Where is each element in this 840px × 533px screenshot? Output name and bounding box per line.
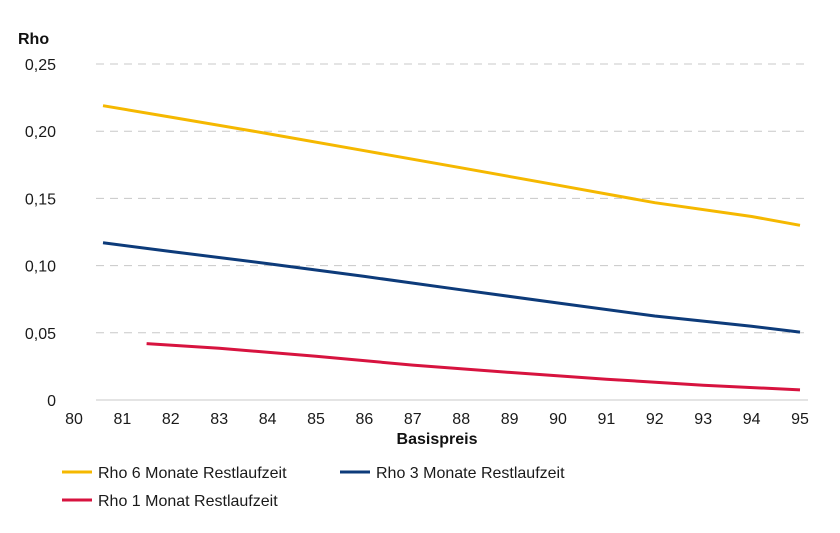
x-tick-label: 85 [307,411,325,428]
x-tick-label: 80 [65,411,83,428]
y-axis-title: Rho [18,31,49,48]
legend-item: Rho 6 Monate Restlaufzeit [62,465,287,482]
x-tick-label: 90 [549,411,567,428]
x-tick-label: 95 [791,411,809,428]
y-tick-label: 0,15 [25,191,56,208]
x-tick-label: 94 [743,411,761,428]
series-line-1 [102,104,801,227]
x-tick-label: 84 [259,411,277,428]
x-tick-label: 82 [162,411,180,428]
y-tick-label: 0,10 [25,259,56,276]
x-tick-label: 92 [646,411,664,428]
y-tick-label: 0 [47,393,56,410]
y-axis-tick-labels: 0 0,05 0,10 0,15 0,20 0,25 [25,57,56,410]
legend-label: Rho 3 Monate Restlaufzeit [376,465,565,482]
x-axis-title: Basispreis [397,431,478,448]
legend: Rho 6 Monate Restlaufzeit Rho 3 Monate Re… [62,465,565,510]
x-tick-label: 86 [356,411,374,428]
x-tick-label: 88 [452,411,470,428]
series-line-2 [102,241,801,334]
x-tick-label: 83 [210,411,228,428]
x-axis-tick-labels: 80 81 82 83 84 85 86 87 88 89 90 91 92 93 94 95 [65,411,809,428]
x-tick-label: 91 [598,411,616,428]
x-tick-label: 81 [114,411,132,428]
legend-label: Rho 1 Monat Restlaufzeit [98,493,278,510]
x-tick-label: 89 [501,411,519,428]
legend-label: Rho 6 Monate Restlaufzeit [98,465,287,482]
legend-item: Rho 3 Monate Restlaufzeit [340,465,565,482]
y-tick-label: 0,25 [25,57,56,74]
series-line-3 [146,342,801,392]
y-tick-label: 0,05 [25,326,56,343]
x-tick-label: 93 [694,411,712,428]
x-tick-label: 87 [404,411,422,428]
legend-item: Rho 1 Monat Restlaufzeit [62,493,278,510]
gridlines [96,63,808,334]
y-tick-label: 0,20 [25,124,56,141]
series-lines [102,104,801,392]
